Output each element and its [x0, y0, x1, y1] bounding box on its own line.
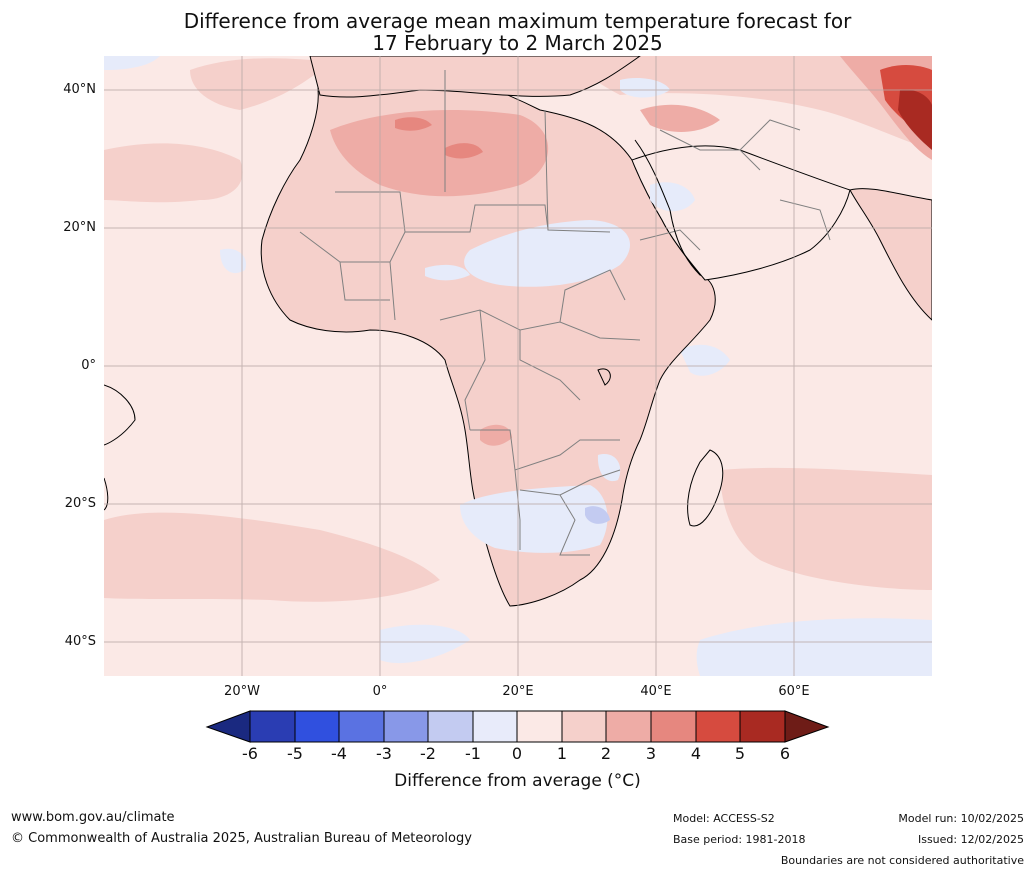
- cool-anomaly-mozambique: [597, 454, 621, 482]
- cool-anomaly-zimbabwe: [585, 506, 610, 524]
- lat-label-40n: 40°N: [63, 82, 96, 97]
- colorbar-tick: 1: [556, 744, 568, 763]
- lat-label-40s: 40°S: [64, 634, 96, 649]
- warm-spot-libya: [445, 143, 483, 159]
- cool-anomaly-southern-ocean-east: [696, 618, 932, 676]
- colorbar-tick: 3: [645, 744, 657, 763]
- colorbar-swatch: [295, 711, 339, 742]
- warm-anomaly-south-atlantic: [104, 512, 440, 602]
- warm-anomaly-central-asia-peak: [898, 89, 932, 150]
- colorbar-swatch: [651, 711, 696, 742]
- colorbar-title: Difference from average (°C): [394, 771, 641, 791]
- cool-anomaly-sahel: [464, 220, 630, 287]
- warm-anomaly-indian-ocean: [720, 467, 932, 590]
- colorbar-swatch: [428, 711, 473, 742]
- colorbar-tick: 2: [600, 744, 612, 763]
- lon-label-20w: 20°W: [224, 684, 260, 699]
- colorbar-tick: -5: [287, 744, 303, 763]
- colorbar-arrow-low: [205, 710, 251, 743]
- colorbar-swatch: [339, 711, 384, 742]
- issued-text: Issued: 12/02/2025: [917, 833, 1024, 846]
- colorbar-swatch: [517, 711, 562, 742]
- colorbar-swatch: [562, 711, 606, 742]
- cool-anomaly-north-atlantic: [104, 56, 160, 70]
- copyright-text: © Commonwealth of Australia 2025, Austra…: [11, 831, 472, 846]
- colorbar-swatch: [606, 711, 651, 742]
- model-text: Model: ACCESS-S2: [673, 812, 775, 825]
- chart-title-line-2: 17 February to 2 March 2025: [372, 31, 663, 55]
- colorbar-swatch: [473, 711, 517, 742]
- lon-label-60e: 60°E: [778, 684, 810, 699]
- lat-label-20s: 20°S: [64, 496, 96, 511]
- lat-label-equator: 0°: [81, 358, 96, 373]
- colorbar-swatch: [250, 711, 295, 742]
- lat-label-20n: 20°N: [63, 220, 96, 235]
- colorbar: [205, 710, 830, 743]
- warm-anomaly-north-atlantic: [104, 143, 243, 203]
- country-borders: [299, 70, 831, 556]
- cool-anomaly-mediterranean-east: [620, 78, 670, 98]
- cool-anomaly-west-africa-coast: [220, 248, 246, 274]
- colorbar-tick: 5: [734, 744, 746, 763]
- warm-anomaly-sahara: [330, 110, 549, 197]
- indian-subcontinent: [849, 188, 932, 321]
- lon-label-0: 0°: [372, 684, 388, 699]
- middle-east-region: [560, 56, 932, 150]
- colorbar-tick: 4: [690, 744, 702, 763]
- website-text: www.bom.gov.au/climate: [11, 810, 175, 825]
- disclaimer-text: Boundaries are not considered authoritat…: [780, 854, 1024, 867]
- colorbar-tick: -4: [331, 744, 347, 763]
- cool-anomaly-southern-africa: [460, 485, 608, 553]
- colorbar-tick: 6: [779, 744, 791, 763]
- chart-title-line-1: Difference from average mean maximum tem…: [183, 9, 852, 33]
- cool-anomaly-southern-ocean-west: [380, 624, 470, 664]
- base-period-text: Base period: 1981-2018: [673, 833, 806, 846]
- colorbar-tick: -6: [242, 744, 258, 763]
- colorbar-swatch: [696, 711, 740, 742]
- colorbar-swatch: [740, 711, 785, 742]
- lon-label-20e: 20°E: [502, 684, 534, 699]
- gridlines: [104, 56, 932, 676]
- colorbar-tick: -3: [376, 744, 392, 763]
- colorbar-arrow-high: [784, 710, 830, 743]
- cool-anomaly-indian-ocean: [680, 344, 730, 376]
- warm-anomaly-north-atlantic-upper: [190, 58, 330, 110]
- lon-label-40e: 40°E: [640, 684, 672, 699]
- madagascar: [687, 449, 724, 527]
- warm-anomaly-levant: [640, 104, 720, 132]
- warm-spot-algeria: [395, 117, 432, 131]
- colorbar-tick: -2: [420, 744, 436, 763]
- coastlines: [104, 139, 701, 511]
- southern-europe: [309, 56, 641, 98]
- colorbar-tick: -1: [465, 744, 481, 763]
- colorbar-swatch: [384, 711, 428, 742]
- colorbar-tick: 0: [511, 744, 523, 763]
- cool-anomaly-niger: [425, 264, 470, 281]
- model-run-text: Model run: 10/02/2025: [898, 812, 1024, 825]
